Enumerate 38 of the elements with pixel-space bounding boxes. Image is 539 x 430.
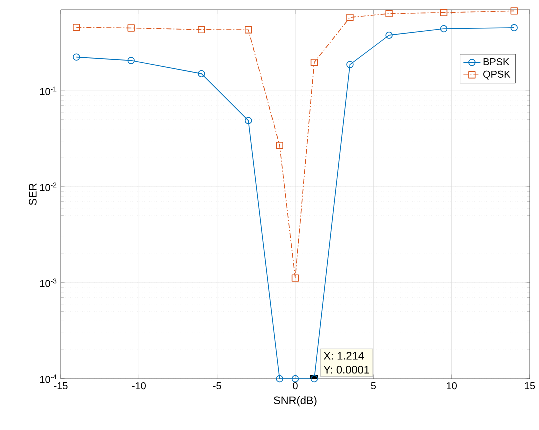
- point: [510, 8, 518, 15]
- y-tick-label: 10$^{-3}$: [40, 278, 57, 288]
- annotation: X: 1.214: [324, 352, 364, 360]
- annotation: Y: 0.0001: [324, 366, 370, 374]
- x-tick-label: -10: [132, 382, 146, 390]
- point: [245, 26, 252, 34]
- point: [346, 61, 354, 68]
- x-tick-label: 5: [371, 382, 376, 390]
- point: [386, 10, 393, 18]
- point: [73, 54, 80, 61]
- point: [292, 375, 300, 383]
- point: [276, 375, 284, 383]
- point: [276, 142, 284, 150]
- x-tick-label: -5: [213, 382, 222, 390]
- legend-label: BPSK: [484, 58, 510, 66]
- x-tick-label: 0: [293, 382, 298, 390]
- point: [440, 25, 448, 33]
- legend-label: QPSK: [484, 70, 511, 80]
- point: [128, 57, 135, 64]
- y-tick-label: 10$^{-1}$: [40, 86, 57, 96]
- point: [245, 117, 252, 124]
- point: [440, 9, 448, 16]
- point: [292, 274, 300, 282]
- x-tick-label: -15: [54, 382, 68, 390]
- y-axis-title: SER: [29, 184, 37, 206]
- point: [510, 24, 518, 32]
- x-axis-title: SNR(dB): [274, 396, 317, 407]
- x-tick-label: 10: [447, 382, 457, 390]
- point: [310, 59, 318, 66]
- point: [128, 24, 135, 32]
- point: [73, 24, 80, 32]
- point: [346, 14, 354, 22]
- point: [198, 26, 206, 34]
- y-tick-label: 10$^{-4}$: [40, 374, 57, 384]
- point: [198, 70, 206, 78]
- y-tick-label: 10$^{-2}$: [40, 182, 57, 192]
- x-tick-label: 15: [525, 382, 536, 390]
- point: [386, 32, 393, 40]
